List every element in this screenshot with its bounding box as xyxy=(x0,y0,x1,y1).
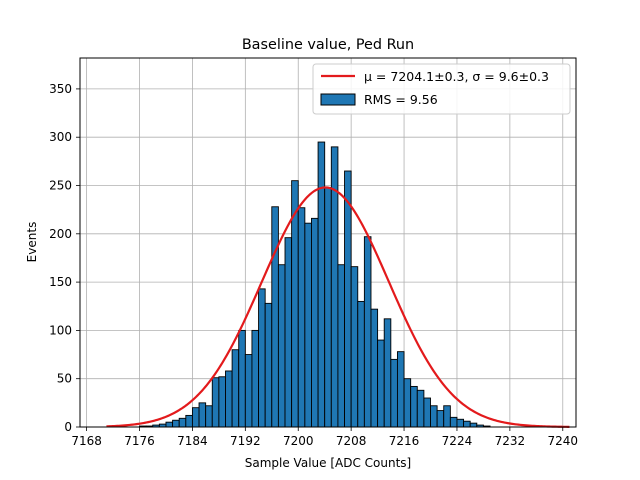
histogram-bar xyxy=(403,378,412,428)
histogram-bar xyxy=(383,318,392,428)
histogram-bar xyxy=(324,186,332,428)
histogram-bar xyxy=(165,421,174,428)
histogram-bar xyxy=(430,405,438,428)
histogram-bar xyxy=(363,236,372,428)
x-tick-label: 7192 xyxy=(230,434,261,448)
histogram-bar xyxy=(436,410,445,428)
histogram-bar xyxy=(423,397,431,428)
histogram-bar xyxy=(172,419,180,428)
histogram-bar xyxy=(370,308,379,428)
y-tick-label: 150 xyxy=(49,275,72,289)
histogram-bar xyxy=(344,170,352,428)
x-tick-label: 7224 xyxy=(442,434,473,448)
y-axis-ticks: 0 50 100 150 200 250 300 350 xyxy=(49,82,80,434)
histogram-bar xyxy=(396,351,405,428)
histogram-bar xyxy=(337,264,345,428)
histogram-bar xyxy=(218,376,226,428)
histogram-bar xyxy=(443,405,451,428)
histogram-bar xyxy=(211,377,220,428)
x-tick-label: 7208 xyxy=(336,434,367,448)
histogram-bar xyxy=(251,329,260,428)
histogram-bar xyxy=(238,329,246,428)
histogram-bar xyxy=(277,264,286,428)
chart-title: Baseline value, Ped Run xyxy=(242,37,414,53)
histogram-bar xyxy=(231,349,240,428)
legend: μ = 7204.1±0.3, σ = 9.6±0.3 RMS = 9.56 xyxy=(312,63,571,115)
histogram-bar xyxy=(284,237,293,428)
histogram-bar xyxy=(463,420,471,428)
x-tick-label: 7176 xyxy=(124,434,155,448)
y-tick-label: 50 xyxy=(57,372,72,386)
legend-fit-label: μ = 7204.1±0.3, σ = 9.6±0.3 xyxy=(364,69,549,84)
histogram-bar xyxy=(311,217,319,428)
x-axis-ticks: 7168 7176 7184 7192 7200 7208 7216 7224 7232 7240 xyxy=(71,427,578,448)
histogram-bar xyxy=(357,300,365,428)
gaussian-fit-curve xyxy=(106,186,570,428)
x-tick-label: 7216 xyxy=(389,434,420,448)
histogram-bar xyxy=(390,358,398,428)
histogram-bar xyxy=(258,288,266,428)
histogram-bar xyxy=(264,302,273,428)
plot-frame xyxy=(79,57,577,428)
legend-hist-label: RMS = 9.56 xyxy=(364,92,438,107)
histogram-bar xyxy=(416,389,425,428)
y-tick-label: 350 xyxy=(49,82,72,96)
histogram-bar xyxy=(198,402,207,428)
histogram-bar xyxy=(205,405,213,428)
histogram-bars xyxy=(139,141,491,428)
histogram-bar xyxy=(225,370,233,428)
y-axis-label: Events xyxy=(25,222,39,263)
histogram-bar xyxy=(377,339,385,428)
histogram-bar xyxy=(297,207,306,428)
x-tick-label: 7184 xyxy=(177,434,208,448)
x-tick-label: 7168 xyxy=(71,434,102,448)
y-tick-label: 0 xyxy=(64,420,72,434)
y-tick-label: 300 xyxy=(49,130,72,144)
legend-box xyxy=(312,63,571,115)
histogram-bar xyxy=(271,206,279,428)
histogram-bar xyxy=(244,354,253,428)
x-tick-label: 7240 xyxy=(547,434,578,448)
histogram-bar xyxy=(469,422,478,428)
y-tick-label: 100 xyxy=(49,323,72,337)
x-axis-label: Sample Value [ADC Counts] xyxy=(245,456,411,470)
histogram-bar xyxy=(449,416,458,428)
x-tick-label: 7232 xyxy=(495,434,526,448)
legend-hist-swatch xyxy=(320,93,356,106)
histogram-bar xyxy=(456,418,465,428)
histogram-bar xyxy=(191,407,200,428)
histogram-bar xyxy=(304,222,312,428)
y-tick-label: 250 xyxy=(49,179,72,193)
histogram-bar xyxy=(350,266,359,428)
histogram-bar xyxy=(185,414,193,428)
histogram-bar xyxy=(317,141,326,428)
y-tick-label: 200 xyxy=(49,227,72,241)
x-tick-label: 7200 xyxy=(283,434,314,448)
histogram-bar xyxy=(410,385,418,428)
histogram-bar xyxy=(178,417,187,428)
